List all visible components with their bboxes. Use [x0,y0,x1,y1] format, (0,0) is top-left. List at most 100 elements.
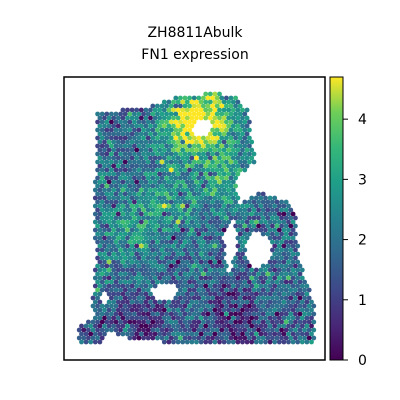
spot [247,135,252,141]
spot [214,311,220,317]
spot [178,311,183,317]
spot [145,151,151,157]
spot [297,295,303,301]
spot [118,119,123,125]
spot [217,251,222,257]
spot [196,143,202,149]
spot [288,271,294,277]
spot [175,179,181,185]
spot [168,247,174,253]
spot [210,159,216,165]
spot [270,263,275,269]
spot [210,271,216,277]
spot [235,251,241,257]
spot [159,159,165,165]
spot [175,211,181,217]
spot [115,251,121,257]
spot [212,155,218,161]
spot [191,311,197,317]
spot [104,127,110,133]
spot [309,315,314,321]
spot [270,311,275,317]
spot [171,307,176,313]
spot [230,275,236,281]
spot [212,331,218,337]
spot [212,259,218,265]
spot [283,247,289,253]
spot [125,283,130,289]
spot [272,259,278,265]
spot [267,283,273,289]
spot [106,163,112,169]
spot [150,319,156,325]
spot [224,335,229,341]
spot [279,215,284,221]
spot [237,279,243,285]
spot [272,227,278,233]
spot [240,315,245,321]
spot [95,199,100,205]
spot [187,199,193,205]
spot [136,311,142,317]
spot [189,107,195,113]
spot [178,247,183,253]
spot [175,147,181,153]
spot [97,115,103,121]
spot [210,111,216,117]
spot [267,259,273,265]
spot [148,203,153,209]
spot [240,131,245,137]
spot [219,103,225,109]
spot [237,231,243,237]
spot [99,175,105,181]
spot [175,227,181,233]
spot [267,307,273,313]
spot [111,139,117,145]
spot [79,331,84,337]
spot [205,151,211,157]
spot [159,127,165,133]
spot [148,243,153,249]
spot [217,275,222,281]
spot [217,219,222,225]
spot [205,335,211,341]
spot [148,187,153,193]
spot [150,183,156,189]
spot [235,267,241,273]
spot [141,111,147,117]
spot [118,255,123,261]
spot [295,267,301,273]
spot [136,287,142,293]
colorbar-tick-label: 2 [358,233,367,249]
spot [230,331,236,337]
spot [125,187,130,193]
spot [237,311,243,317]
colorbar-gradient [329,76,344,361]
spot [221,139,227,145]
spot [189,227,195,233]
spot [175,115,181,121]
spot [251,207,257,213]
spot [155,111,160,117]
spot [194,107,199,113]
spot [247,199,252,205]
spot [168,335,174,341]
spot [221,99,227,105]
spot [288,207,294,213]
spot [134,307,140,313]
spot [251,335,257,341]
spot [295,299,301,305]
spot [207,307,213,313]
spot [235,123,241,129]
spot [226,123,232,129]
spot [247,303,252,309]
spot [219,231,225,237]
spot [157,211,163,217]
spot [217,339,222,345]
spot [95,327,100,333]
spot [219,271,225,277]
spot [191,103,197,109]
spot [237,263,243,269]
spot [290,299,296,305]
spot [95,223,100,229]
